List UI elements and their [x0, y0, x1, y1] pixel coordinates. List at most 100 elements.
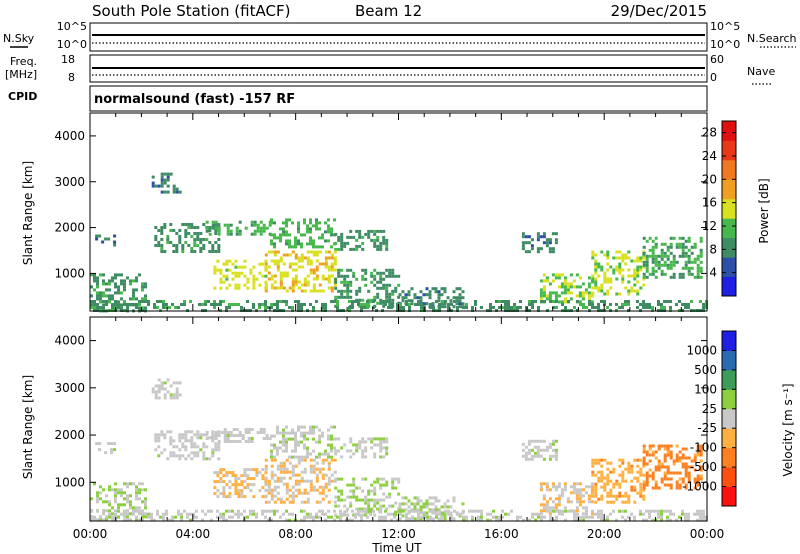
velocity-cell — [102, 500, 105, 504]
power-cell — [213, 268, 217, 272]
velocity-cell — [321, 485, 325, 489]
power-cell — [364, 283, 368, 287]
velocity-cell — [651, 509, 654, 513]
velocity-cell — [358, 498, 362, 502]
power-cell — [543, 300, 546, 303]
velocity-cell — [687, 480, 691, 484]
power-cell — [669, 242, 673, 246]
velocity-cell — [96, 497, 99, 501]
velocity-cell — [563, 482, 567, 486]
velocity-cell — [270, 455, 273, 459]
power-cell — [291, 250, 295, 254]
velocity-cell — [114, 512, 117, 516]
velocity-cell — [654, 480, 658, 484]
power-cell — [578, 300, 582, 304]
power-cell — [690, 300, 693, 303]
power-cell — [154, 235, 158, 238]
power-cell — [521, 235, 525, 239]
power-cell — [527, 241, 531, 245]
power-cell — [639, 303, 642, 306]
velocity-cell — [699, 509, 702, 513]
velocity-cell — [486, 512, 489, 516]
velocity-cell — [696, 518, 699, 522]
velocity-cell — [234, 512, 237, 516]
power-cell — [285, 224, 288, 228]
velocity-cell — [229, 440, 233, 443]
power-cell — [132, 294, 135, 298]
velocity-cell — [132, 509, 135, 513]
velocity-cell — [282, 464, 286, 468]
velocity-cell — [315, 425, 318, 429]
velocity-cell — [294, 473, 298, 477]
velocity-cell — [327, 434, 330, 438]
power-cell — [226, 223, 230, 227]
power-cell — [355, 229, 359, 233]
power-cell — [387, 306, 390, 309]
velocity-cell — [96, 491, 99, 495]
velocity-cell — [633, 518, 636, 522]
velocity-cell — [669, 471, 673, 475]
velocity-cell — [651, 450, 655, 454]
velocity-cell — [150, 518, 153, 522]
velocity-cell — [99, 515, 102, 519]
velocity-cell — [195, 515, 198, 519]
power-cell — [654, 242, 658, 246]
velocity-cell — [240, 474, 244, 478]
power-cell — [361, 274, 365, 278]
power-cell — [120, 282, 123, 286]
velocity-cell — [273, 479, 277, 483]
velocity-cell — [312, 467, 316, 471]
power-cell — [606, 268, 610, 272]
power-cell — [165, 303, 168, 306]
freq-tick-bottom: 8 — [68, 71, 75, 84]
velocity-cell — [105, 500, 108, 504]
power-cell — [684, 263, 688, 267]
power-cell — [163, 226, 167, 229]
power-cell — [542, 232, 546, 236]
power-cell — [642, 272, 646, 276]
velocity-cell — [459, 512, 462, 516]
velocity-cell — [223, 428, 227, 431]
power-cell — [591, 256, 595, 260]
velocity-cell — [524, 454, 528, 458]
power-cell — [672, 263, 676, 267]
velocity-cell — [600, 509, 603, 513]
power-cell — [539, 235, 543, 239]
velocity-cell — [169, 384, 173, 388]
velocity-cell — [681, 509, 684, 513]
velocity-cell — [391, 477, 395, 481]
power-cell — [387, 300, 390, 303]
power-cell — [264, 303, 267, 306]
velocity-cell — [648, 509, 651, 513]
velocity-cell — [135, 518, 138, 522]
power-cell — [315, 221, 318, 225]
velocity-cell — [343, 504, 347, 508]
power-cell — [618, 268, 622, 272]
velocity-cell — [401, 496, 405, 500]
power-cell — [318, 283, 322, 287]
velocity-cell — [252, 512, 255, 516]
velocity-cell — [294, 449, 297, 453]
velocity-cell — [551, 454, 555, 458]
velocity-cell — [542, 509, 546, 513]
power-cell — [672, 260, 676, 264]
power-cell — [102, 306, 105, 310]
velocity-cell — [569, 500, 573, 504]
power-cell — [579, 303, 582, 306]
velocity-cell — [294, 434, 297, 438]
velocity-cell — [357, 512, 360, 516]
power-cell — [471, 306, 474, 309]
power-cell — [382, 271, 386, 275]
velocity-cell — [157, 445, 161, 449]
velocity-cell — [657, 515, 660, 519]
velocity-cell — [270, 497, 274, 501]
velocity-cell — [581, 500, 585, 504]
power-cell — [163, 190, 167, 194]
power-cell — [114, 285, 117, 289]
power-cell — [315, 268, 319, 272]
velocity-cell — [569, 485, 573, 489]
velocity-cell — [382, 498, 386, 502]
velocity-cell — [327, 479, 331, 483]
velocity-cell — [303, 509, 306, 513]
power-cell — [560, 291, 564, 295]
